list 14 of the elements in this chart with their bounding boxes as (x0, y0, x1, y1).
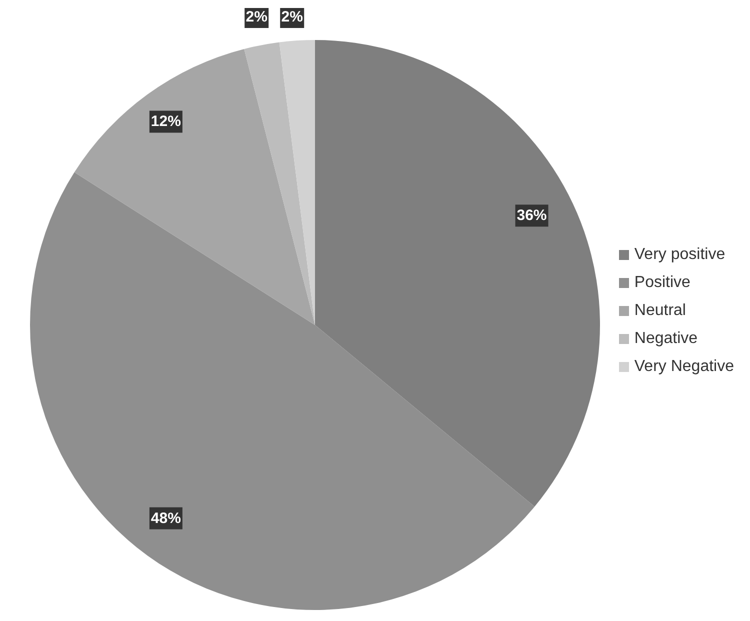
pie-slice (315, 40, 600, 507)
legend-label: Neutral (634, 302, 686, 320)
pie-slice (279, 40, 315, 325)
data-label: 12% (150, 113, 181, 130)
legend-label: Very Negative (634, 358, 734, 376)
legend-label: Positive (634, 274, 690, 292)
data-label: 48% (150, 510, 181, 527)
pie-slice (74, 48, 315, 325)
data-label: 2% (281, 8, 303, 26)
legend-label: Negative (634, 330, 698, 348)
data-label: 2% (246, 8, 268, 26)
pie-slice (244, 42, 315, 325)
legend-label: Very positive (634, 246, 726, 264)
data-label: 36% (516, 207, 547, 224)
